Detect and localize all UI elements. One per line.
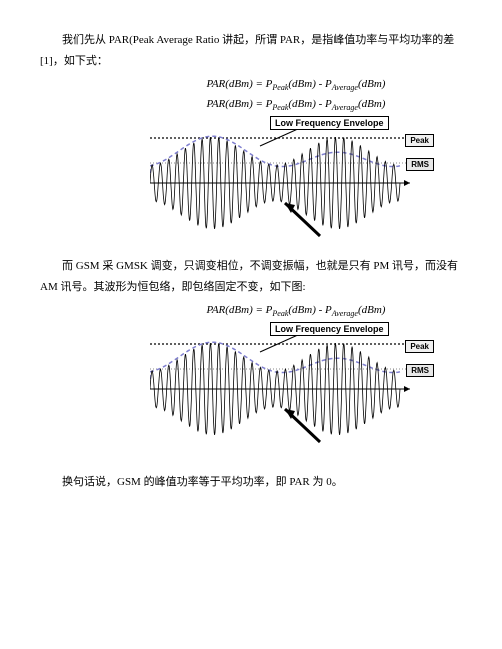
paragraph-3: 换句话说，GSM 的峰值功率等于平均功率，即 PAR 为 0。 xyxy=(40,472,462,493)
envelope-label: Low Frequency Envelope xyxy=(270,116,389,130)
chart-2: Low Frequency Envelope Peak RMS xyxy=(150,324,430,454)
peak-label-2: Peak xyxy=(405,340,434,353)
formula-3: PAR(dBm) = PPeak(dBm) - PAverage(dBm) xyxy=(130,304,462,318)
rms-label: RMS xyxy=(406,158,434,171)
paragraph-1: 我们先从 PAR(Peak Average Ratio 讲起，所谓 PAR，是指… xyxy=(40,30,462,72)
formula-1: PAR(dBm) = PPeak(dBm) - PAverage(dBm) xyxy=(130,78,462,92)
chart-1: Low Frequency Envelope Peak RMS xyxy=(150,118,430,248)
paragraph-2: 而 GSM 采 GMSK 调变，只调变相位，不调变振幅，也就是只有 PM 讯号，… xyxy=(40,256,462,298)
formula-2: PAR(dBm) = PPeak(dBm) - PAverage(dBm) xyxy=(130,98,462,112)
peak-label: Peak xyxy=(405,134,434,147)
rms-label-2: RMS xyxy=(406,364,434,377)
chart-svg-1 xyxy=(150,118,430,248)
chart-svg-2 xyxy=(150,324,430,454)
envelope-label-2: Low Frequency Envelope xyxy=(270,322,389,336)
